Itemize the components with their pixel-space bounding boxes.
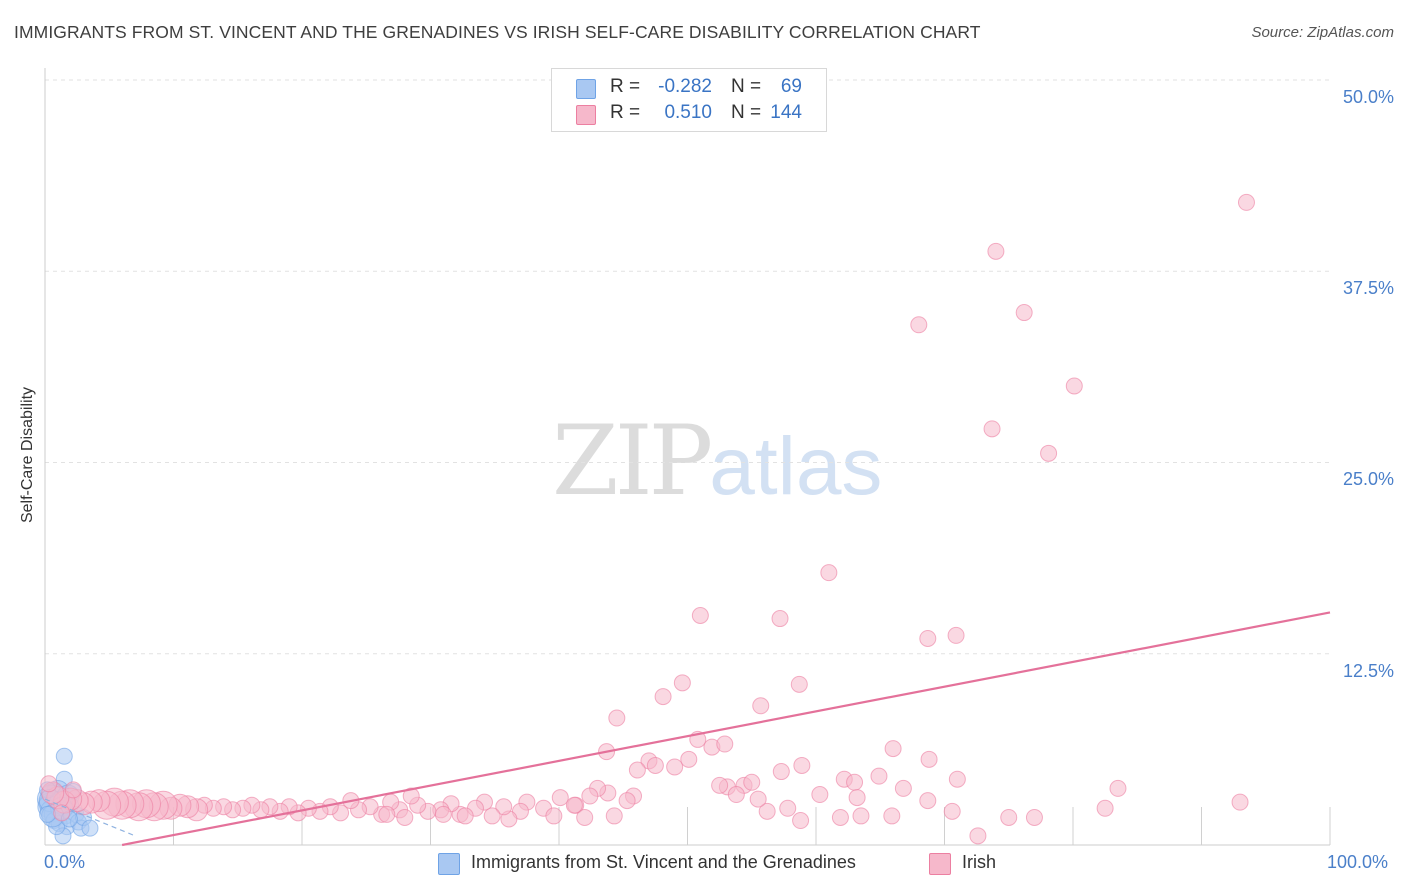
- irish-point: [495, 798, 513, 816]
- irish-point: [456, 807, 474, 825]
- irish-point: [919, 629, 937, 647]
- irish-point: [831, 808, 849, 826]
- irish-point: [565, 796, 583, 814]
- irish-point: [910, 316, 928, 334]
- svg-point: [55, 747, 73, 765]
- irish-point: [402, 787, 420, 805]
- irish-point: [434, 805, 452, 823]
- series-swatch-svg: [438, 853, 460, 875]
- irish-point: [848, 789, 866, 807]
- irish-point: [1096, 799, 1114, 817]
- irish-point: [576, 808, 594, 826]
- legend-n-value: 69: [780, 76, 802, 97]
- irish-point: [1065, 377, 1083, 395]
- irish-point: [1237, 193, 1255, 211]
- irish-point: [680, 750, 698, 768]
- irish-point: [64, 781, 82, 799]
- svg-trend-line: [44, 798, 136, 837]
- svg-point: [81, 819, 99, 837]
- irish-point: [749, 790, 767, 808]
- x-tick-0: 0.0%: [44, 852, 86, 872]
- irish-point: [771, 610, 789, 628]
- irish-point: [727, 786, 745, 804]
- irish-point: [894, 779, 912, 797]
- watermark: ZIPatlas: [552, 405, 882, 517]
- irish-point: [618, 792, 636, 810]
- irish-point: [772, 763, 790, 781]
- correlation-legend: R = -0.282 N = 69 R = 0.510 N = 144: [551, 68, 827, 132]
- y-tick-50: 50.0%: [1342, 87, 1394, 107]
- irish-point: [673, 674, 691, 692]
- irish-point: [716, 735, 734, 753]
- irish-point: [752, 697, 770, 715]
- irish-point: [743, 773, 761, 791]
- irish-point: [883, 807, 901, 825]
- irish-point: [666, 758, 684, 776]
- irish-point: [1015, 304, 1033, 322]
- irish-point: [608, 709, 626, 727]
- legend-r-value: 0.510: [664, 102, 712, 123]
- chart-title: IMMIGRANTS FROM ST. VINCENT AND THE GREN…: [14, 22, 981, 42]
- irish-point: [1025, 808, 1043, 826]
- irish-point: [396, 808, 414, 826]
- irish-point: [378, 805, 396, 823]
- irish-point: [987, 242, 1005, 260]
- irish-point: [820, 564, 838, 582]
- watermark-atlas: atlas: [709, 421, 883, 512]
- irish-trend-line: [121, 611, 1331, 847]
- legend-r-label: R =: [610, 102, 641, 123]
- legend-r-label: R =: [610, 76, 641, 97]
- irish-point: [711, 776, 729, 794]
- irish-point: [793, 756, 811, 774]
- legend-swatch-irish: [576, 105, 596, 125]
- irish-point: [983, 420, 1001, 438]
- irish-point: [919, 792, 937, 810]
- watermark-zip: ZIP: [552, 405, 713, 517]
- series-label-svg: Immigrants from St. Vincent and the Gren…: [471, 852, 856, 872]
- x-tick-100: 100.0%: [1327, 852, 1389, 872]
- irish-point: [758, 802, 776, 820]
- irish-point: [790, 675, 808, 693]
- irish-point: [628, 761, 646, 779]
- y-tick-37-5: 37.5%: [1342, 278, 1394, 298]
- irish-point: [605, 807, 623, 825]
- legend-n-label: N =: [731, 76, 762, 97]
- irish-point: [1231, 793, 1249, 811]
- legend-n-label: N =: [731, 102, 762, 123]
- irish-point: [691, 607, 709, 624]
- irish-point: [792, 812, 810, 830]
- irish-point: [40, 775, 58, 793]
- irish-point: [870, 767, 888, 785]
- irish-point: [969, 827, 987, 845]
- irish-point: [654, 688, 672, 706]
- irish-point: [1109, 779, 1127, 797]
- legend-r-value: -0.282: [658, 76, 712, 97]
- irish-point: [779, 799, 797, 817]
- irish-point: [920, 750, 938, 768]
- irish-point: [483, 807, 501, 825]
- irish-point: [1040, 444, 1058, 462]
- irish-point: [581, 787, 599, 805]
- irish-point: [551, 789, 569, 807]
- irish-point: [846, 773, 864, 791]
- irish-point: [943, 802, 961, 820]
- y-tick-12-5: 12.5%: [1342, 661, 1394, 681]
- irish-point: [947, 626, 965, 644]
- irish-point: [53, 804, 71, 822]
- irish-point: [1000, 808, 1018, 826]
- series-label-irish: Irish: [962, 852, 997, 872]
- source-label: Source: ZipAtlas.com: [1251, 24, 1394, 41]
- irish-point: [646, 756, 664, 774]
- legend-swatch-svg: [576, 79, 596, 99]
- irish-point: [948, 770, 966, 788]
- svg-point: [39, 805, 57, 823]
- irish-point: [811, 786, 829, 804]
- irish-point: [545, 807, 563, 825]
- y-tick-25: 25.0%: [1342, 469, 1394, 489]
- series-swatch-irish: [929, 853, 951, 875]
- irish-point: [884, 740, 902, 758]
- legend-n-value: 144: [770, 102, 802, 123]
- irish-point: [852, 807, 870, 825]
